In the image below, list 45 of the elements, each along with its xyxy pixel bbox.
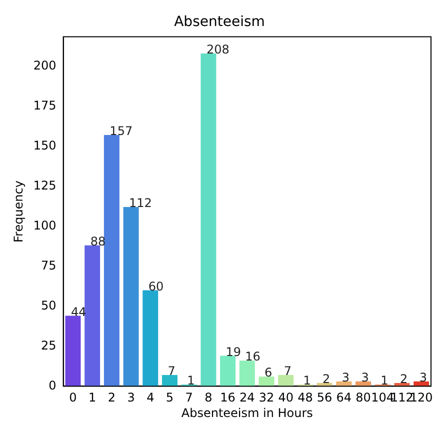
data-label: 7	[168, 364, 176, 378]
x-tick-label: 64	[336, 390, 352, 405]
x-tick-label: 80	[356, 390, 371, 405]
x-tick-label: 0	[69, 390, 77, 405]
y-tick-label: 175	[33, 98, 56, 112]
x-tick-label: 24	[240, 390, 255, 405]
x-tick-label: 32	[258, 390, 274, 405]
x-axis-title: Absenteeism in Hours	[181, 406, 313, 420]
y-tick-label: 125	[33, 178, 56, 192]
y-axis-title: Frequency	[11, 180, 26, 242]
x-tick-label: 4	[146, 390, 154, 405]
data-label: 3	[361, 370, 369, 385]
data-label: 1	[380, 374, 388, 388]
data-label: 3	[342, 370, 350, 385]
data-label: 2	[400, 372, 408, 386]
y-tick-label: 200	[33, 58, 56, 72]
data-label: 16	[245, 350, 260, 364]
y-tick-label: 100	[33, 218, 56, 232]
data-label: 208	[206, 42, 230, 57]
x-tick-label: 5	[166, 390, 174, 405]
data-label: 1	[303, 374, 311, 388]
y-tick-label: 150	[33, 138, 56, 152]
x-tick-label: 16	[220, 390, 236, 405]
y-tick-label: 50	[41, 298, 56, 312]
data-label: 3	[419, 370, 427, 385]
y-tick-label: 25	[41, 338, 56, 352]
x-tick-label: 3	[127, 390, 135, 405]
data-label: 1	[187, 374, 195, 388]
x-tick-label: 8	[204, 390, 212, 405]
data-label: 19	[226, 344, 242, 359]
x-tick-label: 40	[278, 390, 294, 405]
y-tick-label: 75	[41, 258, 56, 272]
data-label: 60	[148, 279, 164, 294]
y-tick-label: 0	[48, 378, 56, 392]
data-label: 2	[322, 372, 330, 386]
x-tick-label: 48	[298, 390, 313, 405]
x-tick-label: 56	[316, 390, 332, 405]
data-label: 7	[284, 364, 292, 378]
data-label: 112	[129, 196, 152, 210]
x-tick-label: 2	[108, 390, 116, 405]
x-tick-label: 1	[88, 390, 96, 405]
chart-title: Absenteeism	[174, 14, 265, 30]
data-label: 157	[110, 124, 133, 138]
data-label: 6	[264, 366, 272, 380]
x-tick-label: 7	[185, 390, 193, 405]
